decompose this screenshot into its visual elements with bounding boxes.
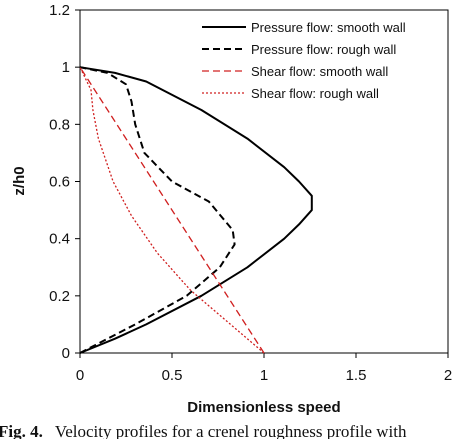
- legend-label-3: Shear flow: smooth wall: [251, 64, 388, 79]
- series-line-2: [79, 66, 236, 354]
- x-tick-label: 1: [260, 367, 268, 384]
- legend: Pressure flow: smooth wall Pressure flow:…: [202, 20, 406, 101]
- y-axis-title: z/h0: [11, 166, 28, 195]
- y-tick-label: 1.2: [49, 2, 70, 19]
- caption-text: Velocity profiles for a crenel roughness…: [55, 422, 407, 439]
- x-axis-title: Dimensionless speed: [187, 399, 340, 416]
- legend-label-4: Shear flow: rough wall: [251, 86, 379, 101]
- figure-caption: Fig. 4. Velocity profiles for a crenel r…: [0, 422, 407, 439]
- x-tick-label: 1.5: [346, 367, 367, 384]
- series-layer: [79, 66, 313, 354]
- y-tick-label: 0.8: [49, 116, 70, 133]
- x-axis-ticks: 0 0.5 1 1.5 2: [76, 353, 452, 384]
- legend-label-2: Pressure flow: rough wall: [251, 42, 396, 57]
- y-tick-label: 1: [62, 59, 70, 76]
- y-tick-label: 0.4: [49, 231, 70, 248]
- x-tick-label: 0: [76, 367, 84, 384]
- legend-label-1: Pressure flow: smooth wall: [251, 20, 406, 35]
- y-tick-label: 0.6: [49, 174, 70, 191]
- y-tick-label: 0.2: [49, 288, 70, 305]
- y-axis-ticks: 0 0.2 0.4 0.6 0.8 1 1.2: [49, 2, 80, 362]
- caption-label: Fig. 4.: [0, 422, 43, 439]
- y-tick-label: 0: [62, 345, 70, 362]
- series-line-4: [79, 66, 265, 354]
- series-line-1: [79, 66, 313, 354]
- series-line-3: [79, 66, 265, 354]
- x-tick-label: 0.5: [162, 367, 183, 384]
- x-tick-label: 2: [444, 367, 452, 384]
